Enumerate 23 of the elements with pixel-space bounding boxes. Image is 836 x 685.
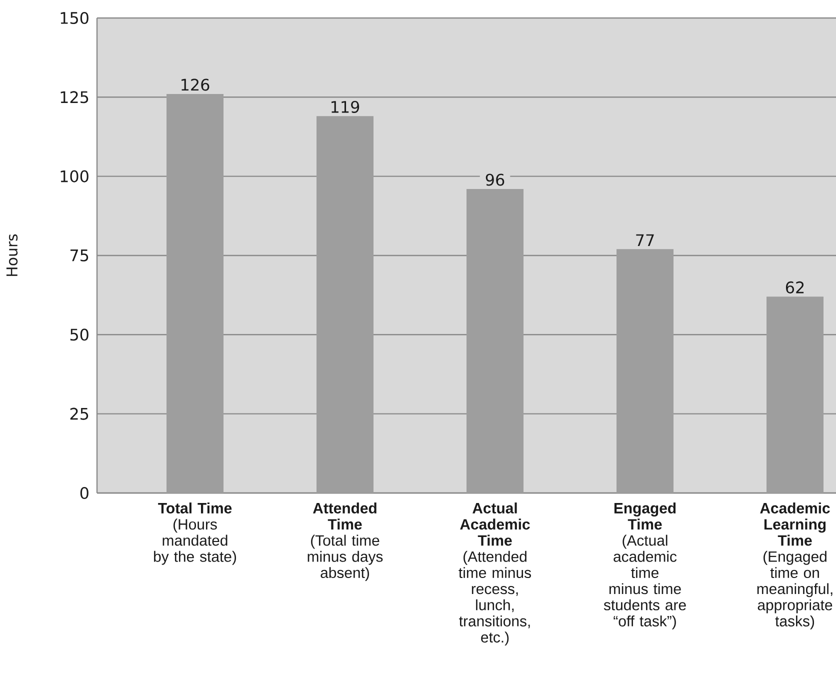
data-label: 119 [332,100,360,113]
y-tick-label: 100 [60,170,88,182]
bar [616,249,674,493]
x-tick-label: Academic Learning Time (Engaged time on meaningful, appropriate tasks) [757,502,832,630]
bar [466,188,524,493]
y-tick-label: 0 [80,486,88,500]
x-tick-label: Total Time (Hours mandated by the state) [154,502,236,565]
y-tick-label: 25 [70,408,88,420]
data-label: 77 [636,234,654,246]
y-tick-label: 150 [60,12,88,24]
bar [166,94,224,493]
bar [316,116,374,493]
y-axis-title: Hours [6,234,18,276]
y-tick-label: 50 [70,328,88,341]
category-label: Actual Academic Time (Attended time minus recess, lunch, transitions, etc.) [458,502,531,646]
x-tick-label: Engaged Time (Actual academic time minus time students are “off task”) [604,502,686,630]
y-tick-label: 75 [70,250,88,262]
data-label: 96 [486,174,504,186]
y-tick-label: 125 [60,91,88,104]
x-tick-label: Attended Time (Total time minus days absent) [308,502,383,581]
data-label: 126 [182,78,210,91]
bar [766,296,824,493]
data-label: 62 [786,281,804,294]
